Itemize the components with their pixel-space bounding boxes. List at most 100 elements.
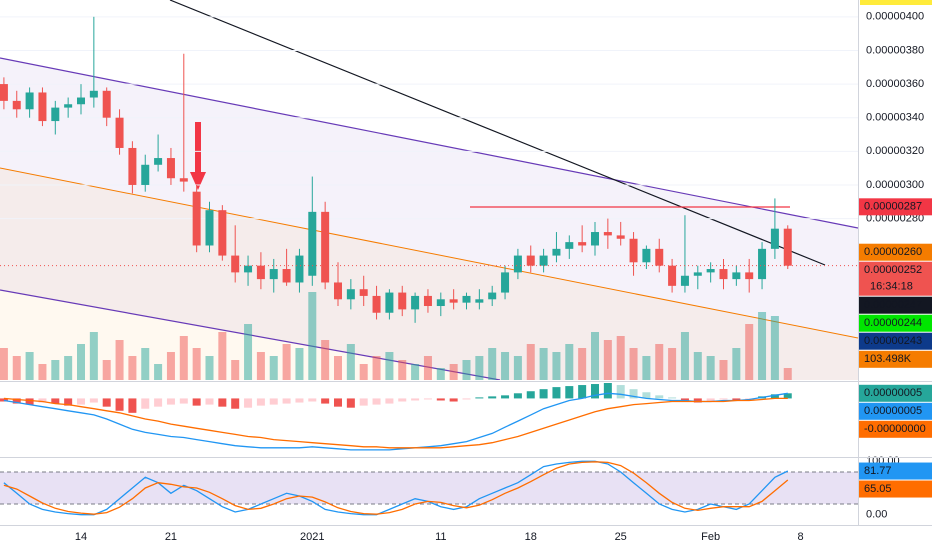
volume-bar — [346, 344, 355, 380]
volume-bar — [732, 348, 741, 380]
x-tick-label: 8 — [798, 531, 804, 543]
volume-bar — [719, 360, 728, 380]
volume-bar — [179, 336, 188, 380]
macd-histogram-bar — [385, 398, 394, 404]
macd-histogram-bar — [256, 398, 265, 406]
arrow — [195, 122, 201, 174]
candle-body — [12, 100, 21, 110]
candle-body — [513, 255, 522, 273]
candle-body — [25, 92, 34, 110]
candle-body — [154, 158, 163, 165]
candle-body — [89, 90, 98, 98]
macd-histogram-bar — [398, 398, 407, 402]
volume-bar — [783, 368, 792, 380]
macd-histogram-bar — [218, 398, 227, 407]
volume-bar — [616, 336, 625, 380]
countdown-label: 16:34:18 — [870, 281, 913, 293]
macd-histogram-bar — [179, 398, 188, 404]
volume-bar — [693, 352, 702, 380]
macd-histogram-bar — [372, 398, 381, 405]
volume-bar — [770, 316, 779, 380]
volume-bar — [501, 352, 510, 380]
candle-body — [591, 232, 599, 246]
macd-histogram-bar — [166, 398, 175, 405]
y-tick-label: 0.00000300 — [866, 179, 924, 191]
volume-bar — [154, 364, 163, 380]
macd-histogram-bar — [655, 395, 664, 399]
volume-bar — [308, 292, 317, 380]
candle-body — [256, 265, 265, 280]
price-tag — [859, 402, 932, 420]
volume-bar — [192, 348, 201, 380]
volume-bar — [398, 360, 407, 380]
macd-histogram-bar — [12, 398, 21, 404]
candle-body — [64, 104, 73, 108]
macd-histogram-bar — [269, 398, 278, 405]
macd-histogram-bar — [321, 398, 330, 404]
macd-histogram-bar — [449, 398, 458, 402]
macd-histogram-bar — [192, 398, 201, 406]
x-tick-label: 14 — [75, 531, 87, 543]
candle-body — [719, 269, 728, 280]
macd-histogram-bar — [603, 383, 612, 399]
macd-histogram-bar — [154, 398, 163, 407]
volume-bar — [334, 356, 342, 380]
volume-bar — [552, 352, 561, 380]
volume-bar — [745, 324, 754, 380]
candle-body — [308, 211, 317, 276]
price-tag-label: 0.00000247 — [864, 299, 922, 311]
stoch-line — [3, 460, 789, 516]
candle-body — [732, 272, 741, 280]
price-tag — [859, 332, 932, 350]
macd-histogram-bar — [64, 398, 73, 406]
price-tag — [859, 198, 932, 216]
candle-body — [244, 265, 253, 273]
candle-body — [501, 272, 510, 293]
channel-line — [0, 167, 858, 339]
candle-body — [321, 211, 330, 283]
candle-body — [770, 228, 779, 249]
macd-histogram-bar — [783, 393, 792, 399]
price-tag — [859, 314, 932, 332]
volume-bar — [244, 324, 253, 380]
volume-bar — [205, 356, 214, 380]
price-tag — [859, 261, 932, 296]
candle-body — [680, 275, 689, 286]
candle-body — [205, 210, 214, 246]
volume-bar — [231, 360, 240, 380]
volume-bar — [359, 364, 368, 380]
volume-bar — [758, 312, 767, 380]
y-tick-label: 0.00000340 — [866, 112, 924, 124]
macd-histogram-bar — [732, 398, 741, 401]
volume-bar — [462, 360, 471, 380]
candle-body — [192, 191, 201, 246]
volume-bar — [591, 332, 599, 380]
candle-body — [385, 292, 394, 313]
macd-histogram-bar — [475, 397, 484, 399]
macd-histogram-bar — [0, 398, 8, 402]
channel-fill — [0, 168, 858, 380]
candle-body — [462, 295, 471, 303]
volume-bar — [25, 352, 34, 380]
band-fill — [0, 471, 858, 505]
candle-body — [668, 265, 677, 286]
macd-histogram-bar — [244, 398, 253, 408]
price-tag — [859, 384, 932, 402]
candle-body — [346, 289, 355, 300]
volume-bar — [282, 344, 291, 380]
price-tag — [859, 296, 932, 314]
x-tick-label: 25 — [615, 531, 627, 543]
x-tick-label: 2021 — [300, 531, 324, 543]
candle-body — [488, 292, 497, 300]
macd-histogram-bar — [231, 398, 240, 409]
candle-body — [372, 295, 381, 313]
price-tag-label: 103.498K — [864, 353, 912, 365]
candle-body — [231, 255, 240, 273]
volume-bar — [565, 344, 574, 380]
price-tag-label: 0.00000252 — [864, 264, 922, 276]
macd-histogram-bar — [115, 398, 124, 411]
candle-body — [282, 269, 291, 283]
y-tick-label: 0.00000320 — [866, 145, 924, 157]
candle-body — [449, 299, 458, 303]
candle-body — [38, 92, 47, 122]
